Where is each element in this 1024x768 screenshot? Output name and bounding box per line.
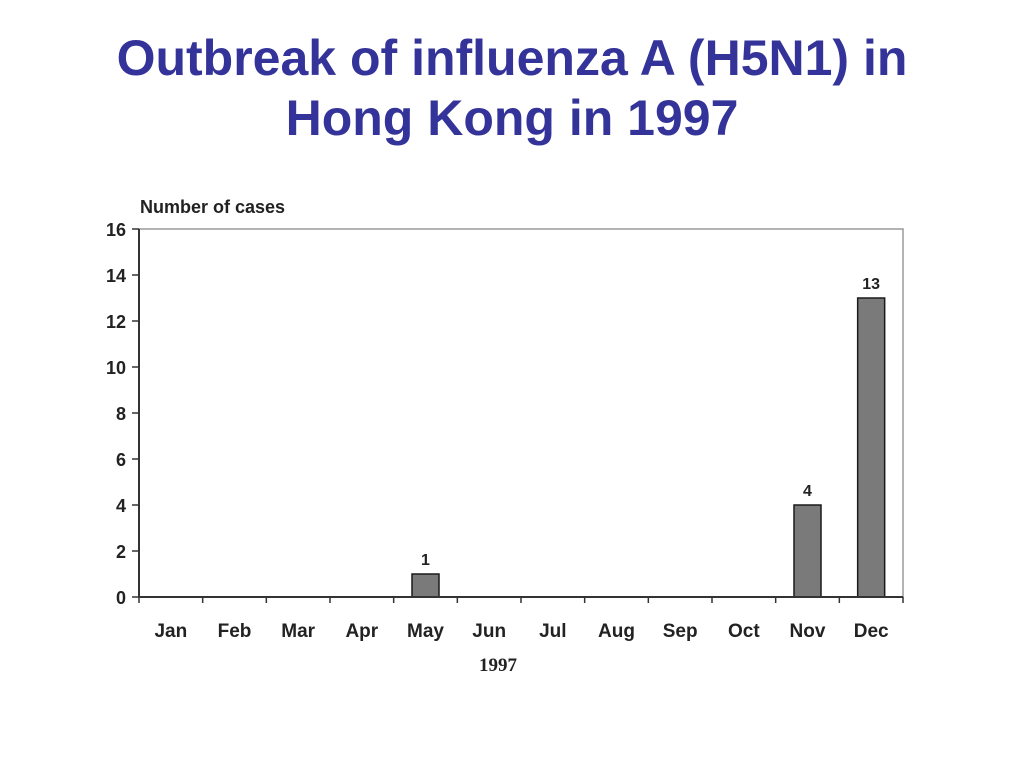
y-tick-label: 0 bbox=[116, 588, 126, 608]
x-tick-label-dec: Dec bbox=[854, 621, 889, 642]
data-labels-group: 1 4 13 bbox=[421, 276, 880, 569]
y-tick-label: 4 bbox=[116, 496, 126, 516]
x-tick-label-nov: Nov bbox=[790, 621, 826, 642]
bars-group bbox=[411, 297, 886, 598]
y-tick-label: 8 bbox=[116, 404, 126, 424]
x-axis-label: 1997 bbox=[479, 655, 518, 676]
x-tick-label-jul: Jul bbox=[539, 621, 566, 642]
y-tick-label: 2 bbox=[116, 542, 126, 562]
x-tick-label-may: May bbox=[407, 621, 444, 642]
plot-frame bbox=[138, 228, 904, 598]
data-label-may: 1 bbox=[421, 552, 430, 569]
x-tick-label-jan: Jan bbox=[154, 621, 187, 642]
x-tick-label-jun: Jun bbox=[472, 621, 506, 642]
y-tick-label: 10 bbox=[106, 358, 126, 378]
data-label-dec: 13 bbox=[862, 276, 880, 293]
slide-title-line-2: Hong Kong in 1997 bbox=[285, 90, 739, 146]
y-axis-ticks: 0 2 4 6 8 10 12 14 16 bbox=[106, 220, 139, 608]
y-tick-label: 6 bbox=[116, 450, 126, 470]
bar-nov bbox=[793, 504, 822, 598]
x-tick-label-mar: Mar bbox=[281, 621, 315, 642]
x-tick-label-sep: Sep bbox=[663, 621, 698, 642]
x-tick-label-oct: Oct bbox=[728, 621, 760, 642]
y-tick-label: 12 bbox=[106, 312, 126, 332]
x-tick-label-feb: Feb bbox=[218, 621, 252, 642]
x-tick-label-apr: Apr bbox=[345, 621, 378, 642]
x-axis-ticks: Jan Feb Mar Apr May Jun Jul Aug Sep Oct Nov Dec bbox=[138, 597, 904, 642]
y-tick-label: 14 bbox=[106, 266, 126, 286]
bar-may bbox=[411, 573, 440, 598]
x-tick-label-aug: Aug bbox=[598, 621, 635, 642]
bar-dec bbox=[856, 297, 886, 598]
slide-title: Outbreak of influenza A (H5N1) in Hong K… bbox=[0, 28, 1024, 148]
y-tick-label: 16 bbox=[106, 220, 126, 240]
y-axis-label: Number of cases bbox=[140, 197, 285, 217]
data-label-nov: 4 bbox=[803, 483, 812, 500]
slide-title-line-1: Outbreak of influenza A (H5N1) in bbox=[116, 30, 908, 86]
